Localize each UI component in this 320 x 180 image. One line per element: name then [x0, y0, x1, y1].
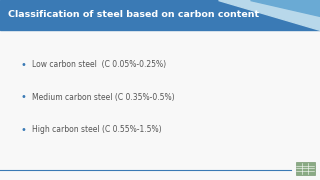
Text: •: • [21, 60, 27, 70]
Text: •: • [21, 125, 27, 135]
Bar [0, 0, 320, 30]
FancyBboxPatch shape [296, 162, 315, 175]
Text: High carbon steel (C 0.55%-1.5%): High carbon steel (C 0.55%-1.5%) [32, 125, 162, 134]
Text: Low carbon steel  (C 0.05%-0.25%): Low carbon steel (C 0.05%-0.25%) [32, 60, 166, 69]
Text: Classification of steel based on carbon content: Classification of steel based on carbon … [8, 10, 259, 19]
Text: •: • [21, 92, 27, 102]
Polygon shape [250, 0, 320, 16]
Text: Medium carbon steel (C 0.35%-0.5%): Medium carbon steel (C 0.35%-0.5%) [32, 93, 175, 102]
Polygon shape [218, 0, 320, 30]
